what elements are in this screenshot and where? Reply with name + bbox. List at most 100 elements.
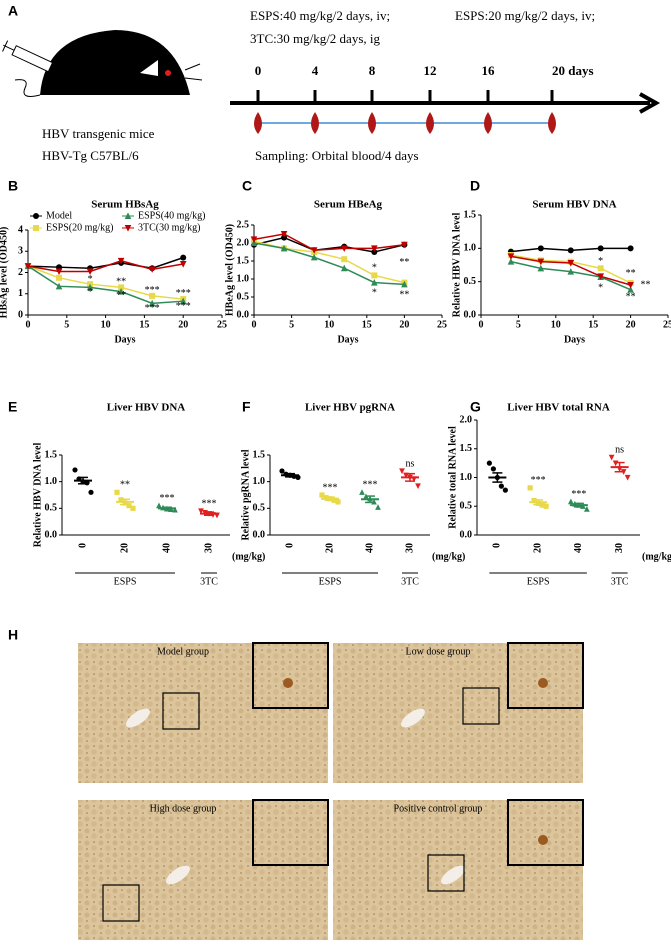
significance-label: ** [399, 289, 409, 300]
y-tick-label: 0.0 [464, 309, 477, 320]
panel-letter: A [8, 3, 18, 19]
marker [148, 266, 156, 273]
zoom-box [427, 854, 465, 892]
significance-label: * [88, 287, 93, 298]
marker [279, 468, 285, 474]
marker [507, 253, 515, 260]
significance-label: ** [626, 268, 636, 279]
marker [156, 502, 162, 509]
marker [537, 258, 545, 266]
x-tick-label: 0 [284, 543, 295, 548]
significance-label: ** [120, 480, 130, 491]
x-tick-label: 30 [203, 543, 214, 553]
legend-label: ESPS(40 mg/kg) [138, 210, 206, 221]
marker [340, 264, 348, 272]
panel-letter: C [242, 178, 252, 194]
y-tick-label: 3 [18, 246, 23, 257]
marker [608, 454, 615, 461]
mouse-label: HBV transgenic mice [42, 126, 155, 141]
marker [280, 231, 288, 238]
y-tick-label: 1.0 [45, 476, 58, 487]
stained-cell [538, 835, 548, 845]
significance-label: * [598, 256, 603, 267]
series-line [253, 242, 405, 286]
significance-label: *** [145, 285, 160, 296]
marker [340, 245, 348, 252]
marker [149, 292, 156, 299]
x-tick-label: 0 [26, 319, 31, 330]
marker [597, 245, 604, 252]
vessel [126, 708, 150, 728]
marker [375, 504, 381, 510]
marker [88, 489, 94, 495]
x-tick-label: 10 [101, 319, 111, 330]
marker [371, 279, 378, 286]
timeline-label: 20 days [552, 63, 594, 78]
marker [490, 466, 496, 472]
series-line [27, 260, 184, 273]
significance-label: * [598, 283, 603, 294]
y-tick-label: 2.0 [460, 414, 473, 425]
marker [114, 489, 120, 495]
marker [24, 263, 32, 270]
zoom-box [162, 692, 200, 730]
marker [401, 241, 408, 249]
group-label: ESPS [319, 576, 342, 587]
panel-letter: F [242, 399, 251, 415]
y-tick-label: 0.5 [237, 291, 250, 302]
x-tick-label: 30 [404, 543, 415, 553]
y-tick-label: 1.5 [460, 443, 473, 454]
marker [335, 499, 341, 505]
marker [72, 467, 78, 473]
x-tick-label: 40 [364, 543, 375, 553]
marker [371, 245, 378, 252]
significance-label: ** [626, 291, 636, 302]
marker [486, 460, 492, 466]
significance-label: *** [176, 288, 191, 299]
y-tick-label: 1.5 [464, 209, 477, 220]
marker [172, 506, 178, 513]
x-tick-label: 0 [252, 319, 257, 330]
significance-label: *** [323, 482, 338, 493]
x-tick-label: 5 [289, 319, 294, 330]
group-label: 3TC [200, 576, 218, 587]
inset [252, 799, 329, 866]
x-axis-label: Days [564, 334, 585, 345]
y-axis-label: HBsAg level (OD450) [0, 227, 9, 319]
marker [179, 297, 187, 305]
y-tick-label: 0.5 [253, 503, 266, 514]
legend-label: Model [46, 210, 72, 221]
y-tick-label: 0.5 [464, 276, 477, 287]
x-tick-label: 10 [551, 319, 561, 330]
marker [341, 256, 348, 263]
stained-cell [538, 678, 548, 688]
chart-title: Serum HBsAg [91, 199, 159, 211]
marker [117, 288, 125, 295]
timeline [230, 92, 661, 134]
unit-label: (mg/kg) [232, 551, 265, 562]
marker [55, 282, 63, 290]
significance-label: ** [399, 257, 409, 268]
y-axis-label: Relative total RNA level [447, 426, 458, 529]
chart-title: Liver HBV DNA [107, 402, 185, 414]
x-tick-label: 25 [663, 319, 671, 330]
significance-label: *** [176, 301, 191, 312]
y-tick-label: 0.0 [237, 309, 250, 320]
group-label: 3TC [611, 576, 629, 587]
x-tick-label: 0 [77, 543, 88, 548]
x-tick-label: 20 [178, 319, 188, 330]
x-tick-label: 10 [324, 319, 334, 330]
group-label: ESPS [114, 576, 137, 587]
image-title: Positive control group [394, 803, 483, 814]
chart-title: Serum HBeAg [314, 199, 383, 211]
marker [280, 244, 288, 252]
significance-label: ** [116, 290, 126, 301]
x-tick-label: 20 [532, 543, 543, 553]
significance-label: * [372, 262, 377, 273]
series-line [27, 265, 184, 305]
marker [198, 508, 204, 515]
marker [371, 272, 378, 279]
marker [567, 260, 575, 267]
group-label: ESPS [527, 576, 550, 587]
